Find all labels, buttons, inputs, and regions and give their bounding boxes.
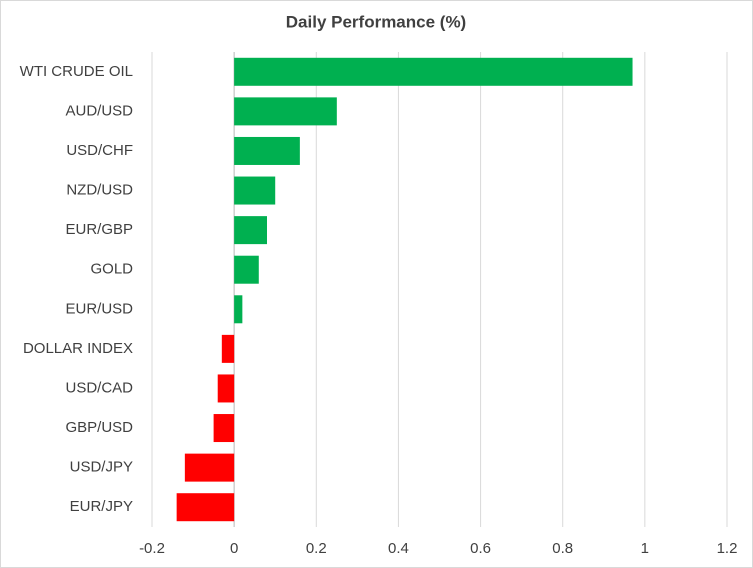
bar [184,453,235,482]
y-tick-label: DOLLAR INDEX [23,340,133,357]
x-tick-label: 0 [230,540,238,557]
y-tick-label: GOLD [90,261,133,278]
y-tick-label: EUR/GBP [65,221,133,238]
y-tick-label: NZD/USD [66,182,133,199]
chart-title: Daily Performance (%) [286,12,466,31]
bar [234,57,633,86]
y-tick-label: EUR/USD [65,300,133,317]
bar [234,255,259,284]
y-tick-label: WTI CRUDE OIL [20,63,133,80]
y-tick-label: GBP/USD [65,419,133,436]
y-tick-label: AUD/USD [65,102,133,119]
x-tick-label: 1 [641,540,649,557]
bar [234,295,243,324]
bar [217,374,235,403]
x-tick-label: 0.8 [552,540,573,557]
x-tick-label: 0.2 [306,540,327,557]
x-tick-label: 1.2 [717,540,738,557]
y-tick-label: USD/JPY [70,459,133,476]
bar [234,97,337,126]
bar [176,493,235,522]
bar [213,414,235,443]
y-tick-label: EUR/JPY [70,498,133,515]
x-tick-label: -0.2 [139,540,165,557]
bar [234,176,276,205]
y-tick-label: USD/CAD [65,379,133,396]
bar [234,216,267,245]
bar [221,334,235,363]
x-tick-label: 0.6 [470,540,491,557]
y-tick-label: USD/CHF [66,142,133,159]
x-tick-label: 0.4 [388,540,409,557]
bar [234,136,300,165]
